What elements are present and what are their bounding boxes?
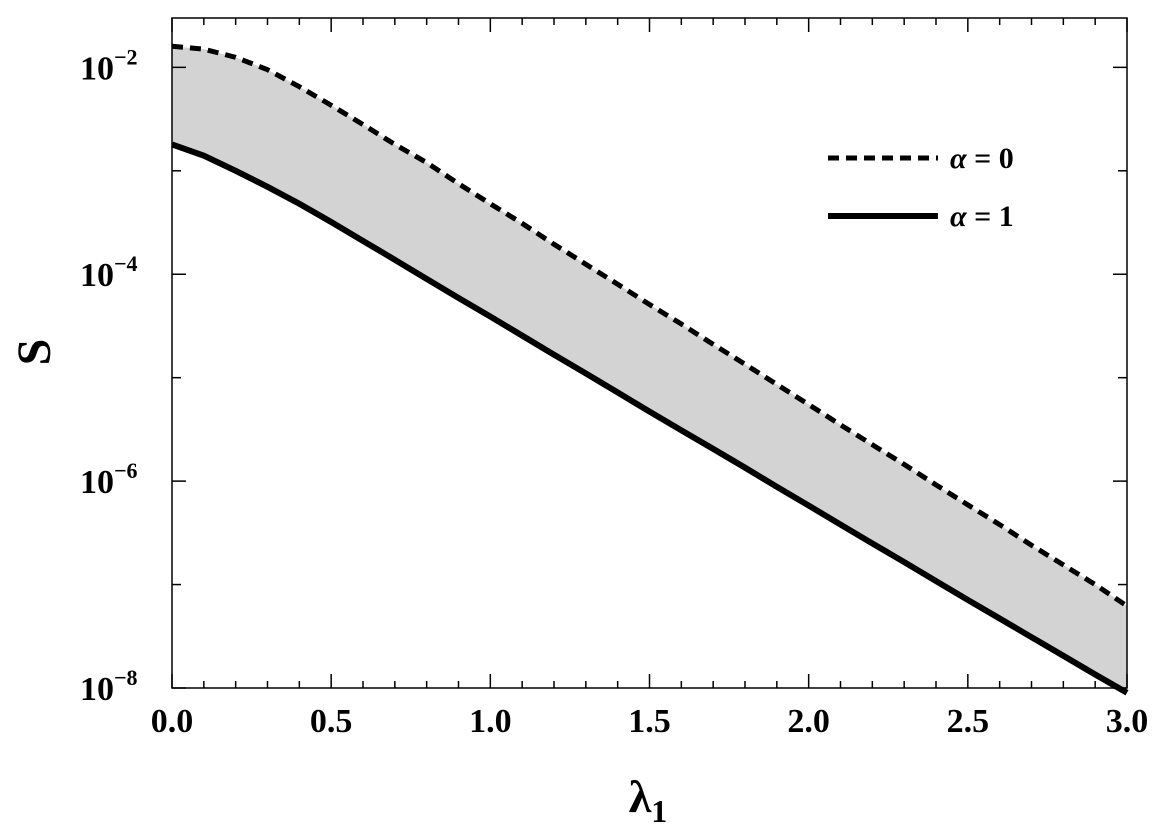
x-tick-label: 2.0: [787, 703, 830, 740]
x-tick-label: 3.0: [1106, 703, 1149, 740]
y-tick-label-base: 10: [80, 257, 114, 294]
shaded-band: [172, 46, 1127, 693]
legend: α = 0 α = 1: [828, 142, 1014, 233]
x-axis-label-subscript: 1: [651, 793, 667, 829]
x-axis-label: λ1: [629, 771, 668, 829]
y-tick-label-exponent: −6: [114, 458, 138, 483]
y-tick-label-base: 10: [80, 464, 114, 501]
y-tick-label: 10−4: [80, 251, 138, 294]
x-axis-tick-labels: 0.0 0.5 1.0 1.5 2.0 2.5 3.0: [151, 703, 1149, 740]
legend-value-alpha-1: = 1: [967, 200, 1014, 233]
legend-value-alpha-0: = 0: [967, 142, 1014, 175]
y-tick-label-exponent: −8: [114, 665, 138, 690]
y-axis-tick-labels: 10−210−410−610−8: [80, 44, 138, 708]
x-tick-label: 1.5: [628, 703, 671, 740]
y-tick-label: 10−8: [80, 665, 138, 708]
x-tick-label: 0.5: [310, 703, 353, 740]
x-tick-label: 0.0: [151, 703, 194, 740]
x-axis-ticks: [171, 18, 1128, 688]
y-axis-ticks: [172, 66, 1127, 689]
legend-label-alpha-0: α = 0: [950, 142, 1014, 175]
legend-label-alpha-1: α = 1: [950, 200, 1014, 233]
legend-symbol-alpha-0: α: [950, 142, 967, 175]
y-tick-label-exponent: −4: [114, 251, 138, 276]
series-alpha-1-line: [170, 141, 1129, 696]
y-tick-label-base: 10: [80, 671, 114, 708]
y-tick-label-exponent: −2: [114, 44, 138, 69]
y-axis-label: S: [8, 339, 61, 366]
y-tick-label: 10−6: [80, 458, 138, 501]
x-tick-label: 1.0: [469, 703, 512, 740]
legend-symbol-alpha-1: α: [950, 200, 967, 233]
plot-area: [170, 43, 1129, 696]
y-tick-label: 10−2: [80, 44, 138, 87]
series-alpha-0-line: [171, 43, 1129, 609]
x-axis-label-main: λ: [629, 771, 652, 822]
x-tick-label: 2.5: [947, 703, 990, 740]
y-tick-label-base: 10: [80, 50, 114, 87]
